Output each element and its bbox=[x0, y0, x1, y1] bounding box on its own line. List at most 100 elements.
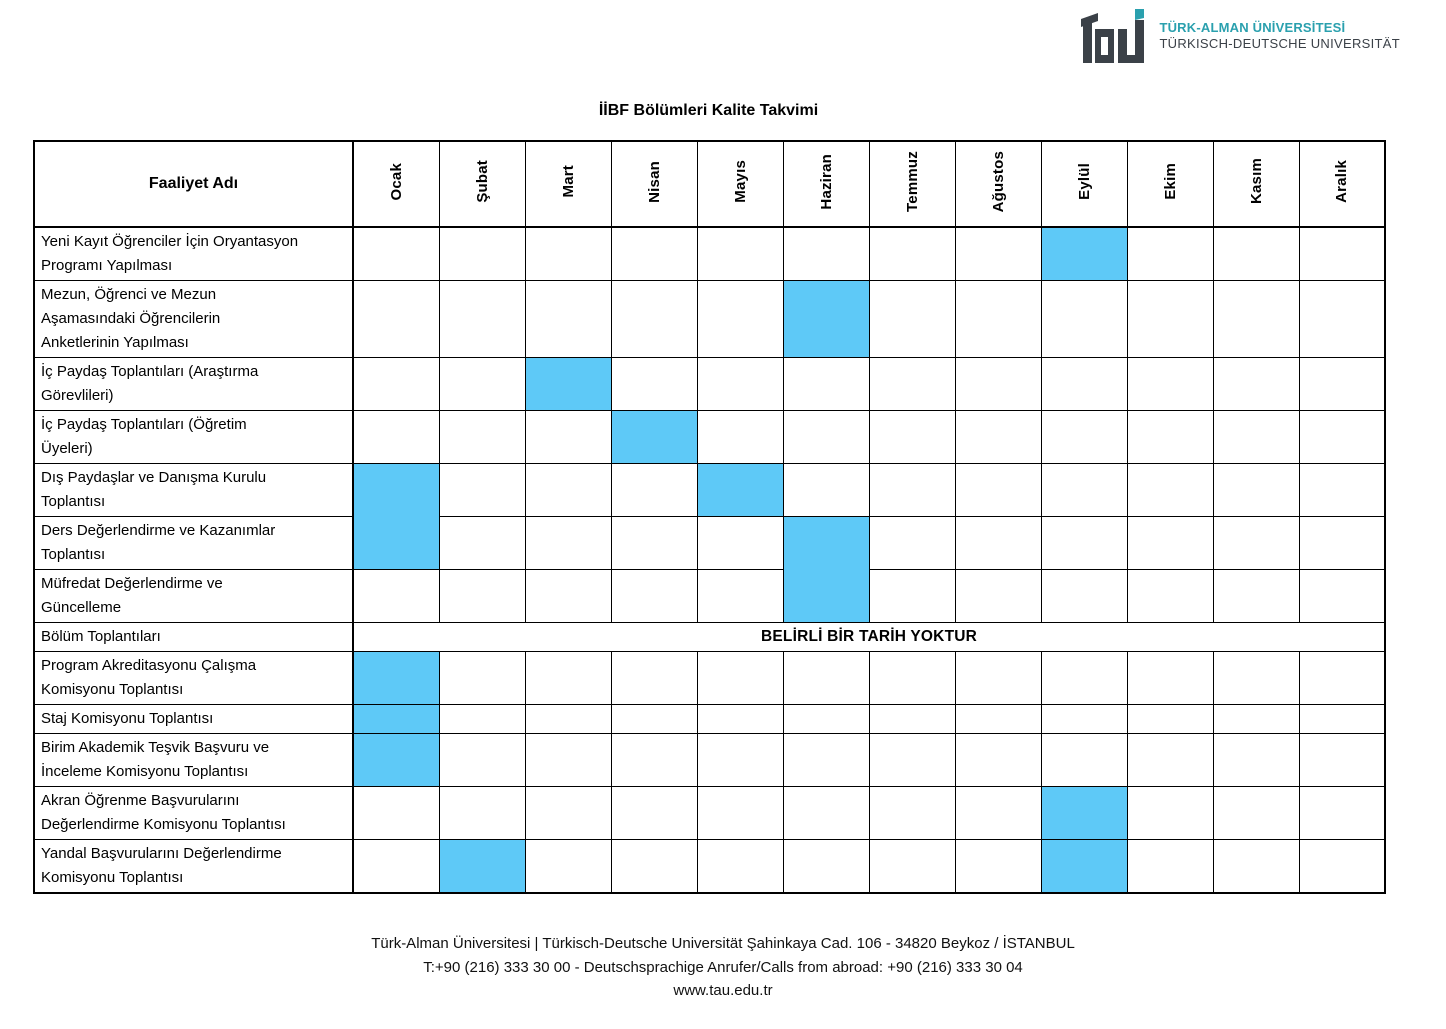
month-cell bbox=[1212, 516, 1300, 570]
month-cell bbox=[868, 463, 956, 517]
table-row: İç Paydaş Toplantıları (Öğretim Üyeleri) bbox=[33, 410, 1386, 464]
highlight-cell bbox=[438, 839, 526, 894]
highlight-cell bbox=[352, 733, 440, 787]
table-row: Ders Değerlendirme ve Kazanımlar Toplant… bbox=[33, 516, 1386, 623]
month-header: Eylül bbox=[1040, 140, 1128, 228]
month-cell bbox=[954, 651, 1042, 705]
table-row: İç Paydaş Toplantıları (Araştırma Görevl… bbox=[33, 357, 1386, 411]
activity-cell: Program Akreditasyonu Çalışma Komisyonu … bbox=[33, 651, 354, 705]
month-cell bbox=[524, 410, 612, 464]
month-cell bbox=[438, 280, 526, 358]
month-cell bbox=[610, 651, 698, 705]
month-cell bbox=[352, 280, 440, 358]
month-cell bbox=[1298, 410, 1386, 464]
activity-cell: Ders Değerlendirme ve Kazanımlar Toplant… bbox=[33, 516, 354, 570]
month-cell bbox=[1126, 516, 1214, 570]
month-cell bbox=[610, 839, 698, 894]
highlight-cell bbox=[352, 651, 440, 705]
month-cell bbox=[954, 357, 1042, 411]
calendar-body: Yeni Kayıt Öğrenciler İçin Oryantasyon P… bbox=[33, 226, 1386, 894]
month-cell bbox=[1212, 463, 1300, 517]
month-header: Kasım bbox=[1212, 140, 1300, 228]
month-cell bbox=[782, 839, 870, 894]
table-row: Akran Öğrenme Başvurularını Değerlendirm… bbox=[33, 786, 1386, 840]
month-cell bbox=[1040, 733, 1128, 787]
footer: Türk-Alman Üniversitesi | Türkisch-Deuts… bbox=[0, 932, 1446, 1003]
month-cell bbox=[1040, 704, 1128, 734]
month-cell bbox=[1126, 786, 1214, 840]
month-cell bbox=[1298, 280, 1386, 358]
month-cell bbox=[524, 516, 612, 570]
month-cell bbox=[954, 410, 1042, 464]
month-cell bbox=[1040, 357, 1128, 411]
month-cell bbox=[868, 410, 956, 464]
month-header-label: Haziran bbox=[817, 153, 835, 210]
month-cell bbox=[1126, 463, 1214, 517]
month-cell bbox=[868, 704, 956, 734]
highlight-cell bbox=[610, 410, 698, 464]
month-cell bbox=[524, 733, 612, 787]
month-cell bbox=[1212, 357, 1300, 411]
table-row: Yeni Kayıt Öğrenciler İçin Oryantasyon P… bbox=[33, 226, 1386, 281]
month-cell bbox=[782, 786, 870, 840]
highlight-cell bbox=[1040, 226, 1128, 281]
month-cell bbox=[1298, 733, 1386, 787]
month-cell bbox=[954, 280, 1042, 358]
month-cell bbox=[1212, 226, 1300, 281]
quality-calendar: Faaliyet Adı Ocak Şubat Mart Nisan Mayıs Hazi… bbox=[33, 140, 1386, 894]
month-cell bbox=[782, 357, 870, 411]
month-cell bbox=[782, 410, 870, 464]
month-cell bbox=[1040, 651, 1128, 705]
month-cell bbox=[1126, 839, 1214, 894]
month-header: Ekim bbox=[1126, 140, 1214, 228]
month-header-label: Şubat bbox=[473, 160, 491, 203]
month-header: Aralık bbox=[1298, 140, 1386, 228]
month-cell bbox=[1212, 839, 1300, 894]
table-row: Staj Komisyonu Toplantısı bbox=[33, 704, 1386, 734]
month-header-label: Aralık bbox=[1333, 160, 1351, 203]
month-header-label: Mayıs bbox=[731, 160, 749, 203]
table-row: Yandal Başvurularını Değerlendirme Komis… bbox=[33, 839, 1386, 894]
month-header-label: Kasım bbox=[1247, 158, 1265, 205]
month-cell bbox=[696, 786, 784, 840]
activity-cell: Müfredat Değerlendirme ve Güncelleme bbox=[33, 569, 354, 623]
month-header-label: Nisan bbox=[645, 160, 663, 203]
month-cell bbox=[954, 704, 1042, 734]
month-cell bbox=[524, 463, 612, 517]
month-cell bbox=[1298, 516, 1386, 570]
month-cell bbox=[1212, 704, 1300, 734]
month-header-label: Ağustos bbox=[989, 150, 1007, 213]
month-cell bbox=[438, 357, 526, 411]
month-cell bbox=[352, 226, 440, 281]
month-header: Ocak bbox=[352, 140, 440, 228]
month-cell bbox=[1126, 569, 1214, 623]
month-cell bbox=[954, 839, 1042, 894]
highlight-cell bbox=[782, 516, 870, 623]
month-cell bbox=[1126, 704, 1214, 734]
month-cell bbox=[610, 226, 698, 281]
month-cell bbox=[1126, 651, 1214, 705]
month-cell bbox=[610, 280, 698, 358]
month-cell bbox=[1298, 704, 1386, 734]
activity-cell: Birim Akademik Teşvik Başvuru ve İncelem… bbox=[33, 733, 354, 787]
month-cell bbox=[1040, 569, 1128, 623]
month-cell bbox=[438, 786, 526, 840]
quality-calendar-table: Faaliyet Adı Ocak Şubat Mart Nisan Mayıs Hazi… bbox=[33, 140, 1386, 894]
month-cell bbox=[438, 226, 526, 281]
month-cell bbox=[868, 786, 956, 840]
month-cell bbox=[1040, 410, 1128, 464]
highlight-cell bbox=[1040, 786, 1128, 840]
month-cell bbox=[1040, 516, 1128, 570]
month-header: Nisan bbox=[610, 140, 698, 228]
month-cell bbox=[524, 651, 612, 705]
month-cell bbox=[610, 786, 698, 840]
month-cell bbox=[1212, 733, 1300, 787]
month-cell bbox=[696, 704, 784, 734]
month-cell bbox=[1212, 569, 1300, 623]
table-row: Mezun, Öğrenci ve Mezun Aşamasındaki Öğr… bbox=[33, 280, 1386, 358]
month-cell bbox=[1298, 226, 1386, 281]
month-cell bbox=[696, 569, 784, 623]
activity-cell: İç Paydaş Toplantıları (Öğretim Üyeleri) bbox=[33, 410, 354, 464]
month-cell bbox=[868, 651, 956, 705]
no-date-note-cell: BELİRLİ BİR TARİH YOKTUR bbox=[352, 622, 1386, 652]
